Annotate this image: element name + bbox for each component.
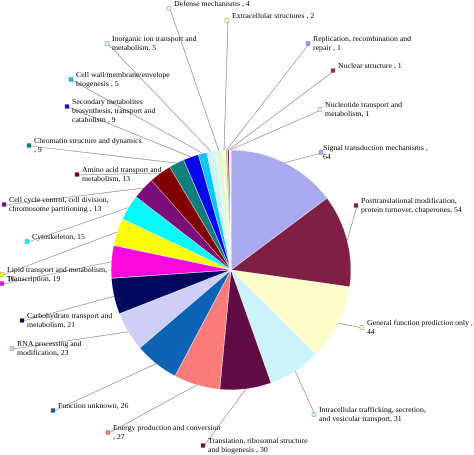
slice-label: General function prediction only , 44 — [367, 318, 473, 336]
leader-line — [2, 261, 112, 285]
label-swatch — [359, 325, 365, 330]
slice-label: Translation, ribosomal structure and biog… — [208, 436, 308, 454]
label-swatch — [0, 272, 5, 277]
slice-label: Cytoskeleton, 15 — [32, 232, 85, 241]
label-swatch — [311, 412, 317, 417]
leader-line — [22, 296, 115, 322]
leader-line — [107, 43, 212, 152]
leader-line — [203, 388, 247, 447]
slice-label: Cell cycle control, cell division, chromo… — [9, 195, 109, 213]
slice-label: Intracellular trafficking, secretion, and… — [319, 405, 426, 423]
leader-line — [228, 70, 335, 151]
leader-line — [169, 8, 220, 151]
label-swatch — [68, 77, 74, 82]
leader-line — [4, 187, 144, 206]
leader-line — [2, 231, 118, 276]
slice-label: Secondary metabolites biosynthesis, trans… — [72, 97, 155, 124]
leader-line — [77, 172, 161, 176]
label-swatch — [9, 346, 15, 351]
slice-labels: Signal transduction mechanisms , 64 Posttr… — [7, 0, 473, 454]
slice-label: Defense mechanisms , 4 — [174, 0, 250, 8]
label-swatch — [104, 41, 110, 46]
leader-line — [53, 363, 157, 412]
leader-line — [29, 145, 177, 164]
label-swatch — [1, 202, 7, 207]
leader-line — [295, 371, 316, 416]
slice-label: Amino acid transport and metabolism, 13 — [82, 165, 162, 183]
label-swatch — [318, 150, 324, 155]
label-swatch — [24, 239, 30, 244]
leader-line — [67, 106, 191, 158]
slice-label: RNA processing and modification, 23 — [17, 339, 82, 357]
leader-line — [12, 331, 129, 350]
pie-slice — [230, 269, 351, 355]
label-swatch — [64, 104, 70, 109]
leader-line — [71, 79, 203, 154]
slice-label: Transcription, 19 — [7, 274, 61, 283]
slice-label: Inorganic ion transport and metabolism, 5 — [112, 34, 197, 52]
slice-label: Nuclear structure , 1 — [338, 61, 402, 70]
label-swatch — [305, 41, 311, 46]
leader-lines — [0, 6, 365, 448]
slice-label: Extracellular structures , 2 — [232, 11, 314, 20]
slice-label: Chromatin structure and dynamics, 9 — [34, 136, 142, 154]
leader-line — [346, 205, 358, 241]
pie-slice — [230, 149, 328, 271]
label-swatch — [330, 68, 336, 73]
label-swatch — [74, 172, 80, 177]
leader-line — [27, 207, 129, 243]
slice-label: Posttranslational modification, protein t… — [361, 196, 462, 214]
slice-label: Signal transduction mechanisms , 64 — [323, 143, 428, 161]
label-swatch — [317, 107, 323, 112]
label-swatch — [224, 18, 230, 23]
slice-label: Replication, recombination and repair , 1 — [313, 34, 411, 52]
label-swatch — [353, 203, 359, 208]
slice-label: Function unknown, 26 — [58, 401, 128, 410]
slice-label: Carbohydrate transport and metabolism, 21 — [27, 311, 112, 329]
pie-slice — [229, 149, 232, 271]
pie-slices — [110, 149, 352, 391]
label-swatch — [26, 143, 32, 148]
leader-line — [223, 20, 229, 151]
pie-slice — [230, 197, 352, 288]
leader-line — [108, 384, 197, 434]
leader-line — [338, 323, 364, 329]
label-swatch — [200, 443, 206, 448]
label-swatch — [166, 6, 172, 11]
label-swatch — [19, 318, 25, 323]
slice-label: Nucleotide transport and metabolism, 1 — [325, 100, 402, 118]
slice-label: Cell wall/membrane/envelope biogenesis , … — [76, 70, 170, 88]
label-swatch — [50, 408, 56, 413]
label-swatch — [105, 430, 111, 435]
label-swatch — [0, 281, 5, 286]
slice-label: Energy production and conversion, 27 — [113, 423, 221, 441]
leader-line — [226, 43, 310, 151]
leader-line — [284, 152, 323, 164]
leader-line — [230, 109, 322, 151]
slice-label: Lipid transport and metabolism, 16 — [7, 265, 107, 283]
